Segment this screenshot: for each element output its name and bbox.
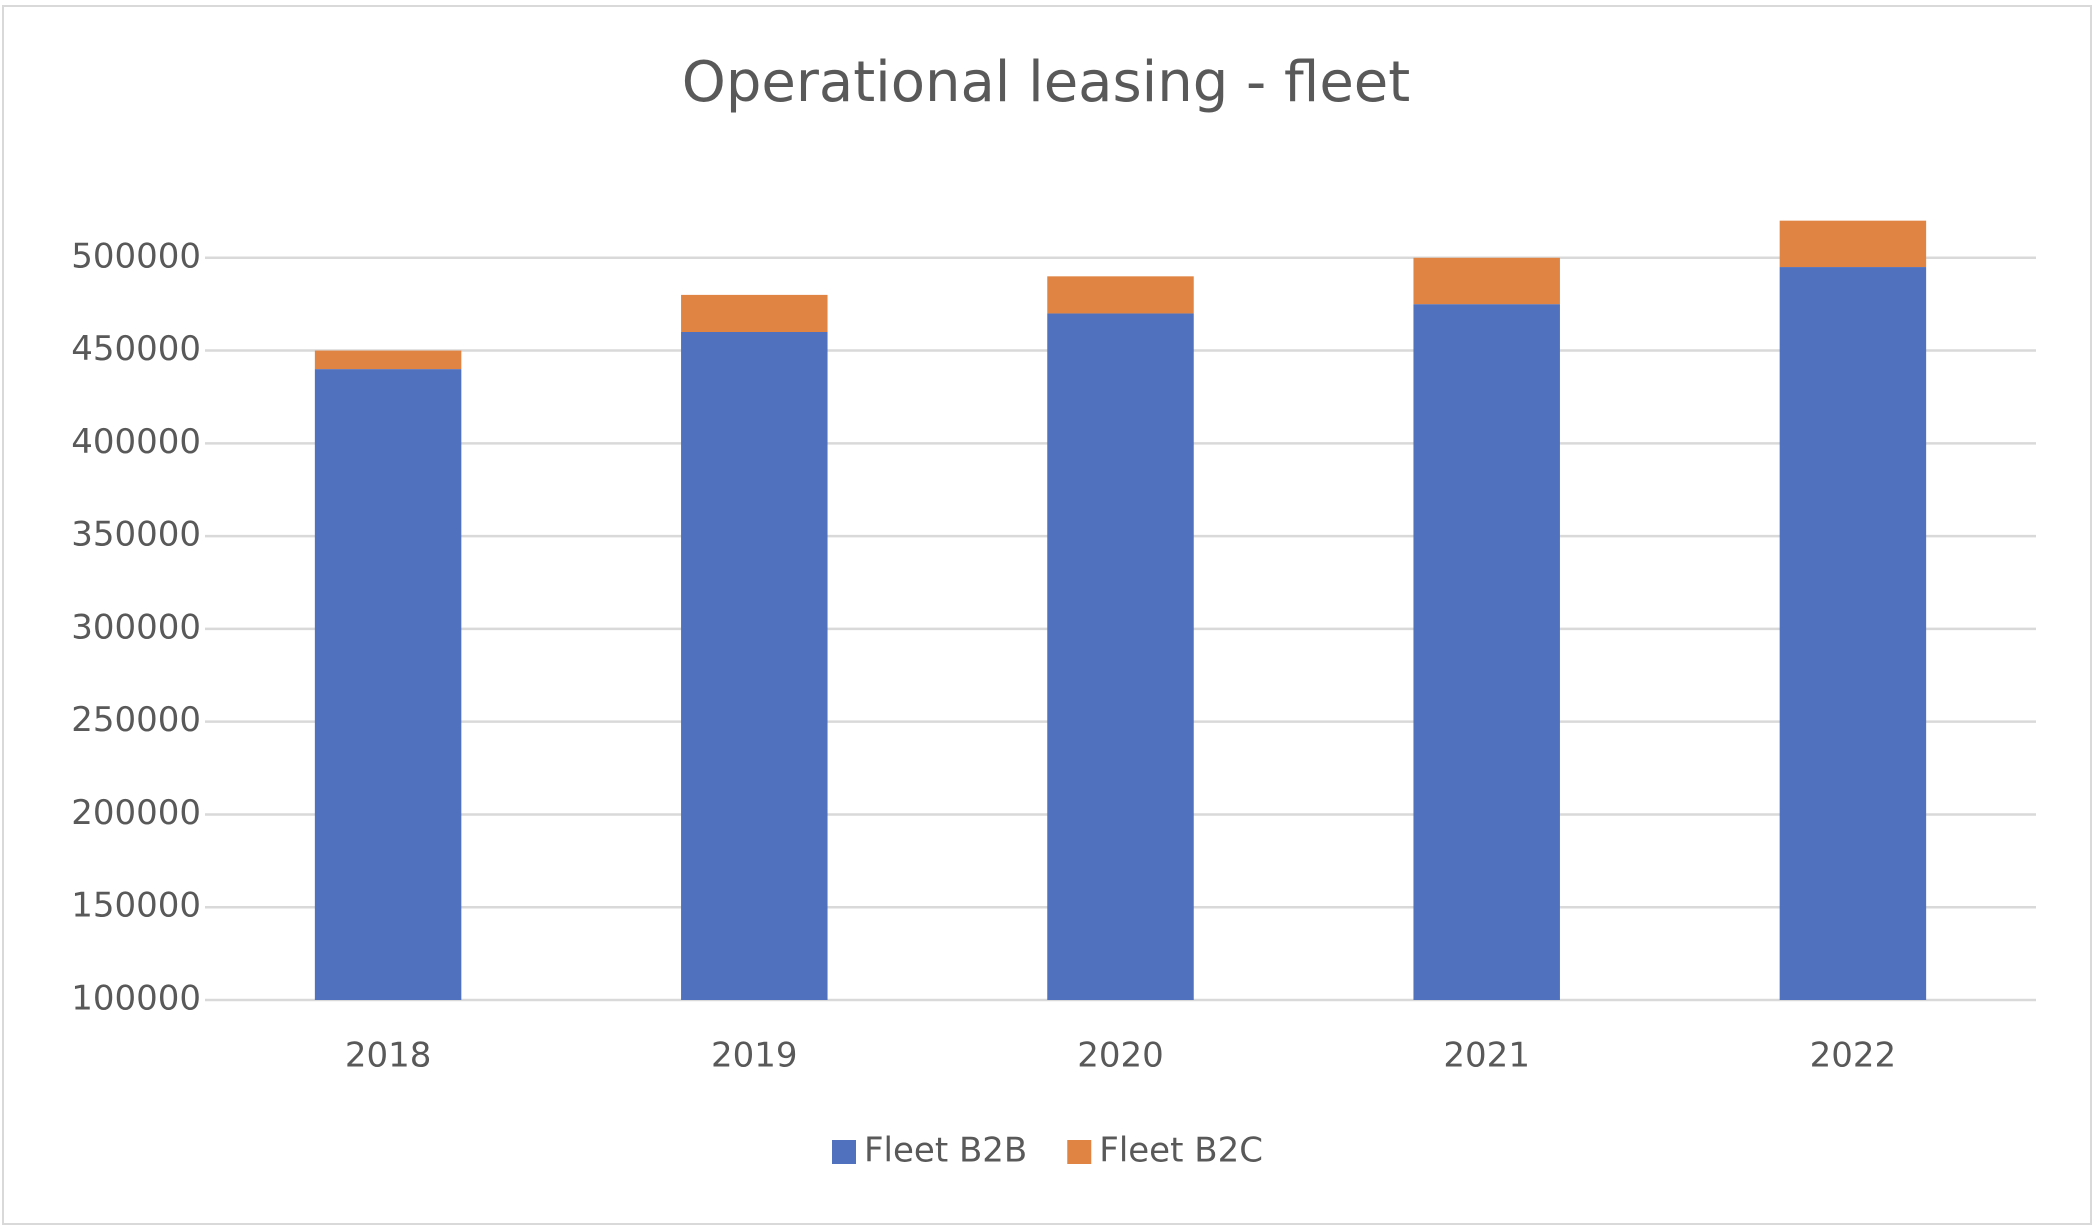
bar-segment xyxy=(681,332,828,1000)
y-tick-label: 250000 xyxy=(71,700,201,740)
legend-label: Fleet B2B xyxy=(864,1131,1027,1171)
bar-segment xyxy=(1413,257,1560,305)
y-tick-label: 400000 xyxy=(71,422,201,462)
x-tick-label: 2022 xyxy=(1810,1036,1897,1076)
bar-segment xyxy=(314,350,462,370)
chart-title: Operational leasing - fleet xyxy=(682,50,1410,115)
x-tick-label: 2019 xyxy=(711,1036,798,1076)
x-tick-label: 2020 xyxy=(1077,1036,1164,1076)
y-tick-label: 100000 xyxy=(71,979,201,1019)
bar-segment xyxy=(681,294,828,332)
legend-swatch xyxy=(1067,1140,1092,1164)
y-tick-label: 350000 xyxy=(71,515,201,555)
legend-swatch xyxy=(832,1140,856,1164)
bar-segment xyxy=(1779,267,1927,1000)
legend-label: Fleet B2C xyxy=(1099,1131,1263,1171)
x-tick-label: 2021 xyxy=(1443,1036,1530,1076)
y-tick-label: 500000 xyxy=(71,236,201,276)
y-tick-label: 200000 xyxy=(71,793,201,833)
y-tick-label: 300000 xyxy=(71,607,201,647)
x-tick-label: 2018 xyxy=(345,1036,432,1076)
bar-segment xyxy=(1047,276,1194,314)
bar-segment xyxy=(1413,304,1560,1001)
bar-segment xyxy=(314,369,462,1001)
y-tick-label: 450000 xyxy=(71,329,201,369)
y-tick-label: 150000 xyxy=(71,886,201,926)
bar-segment xyxy=(1047,313,1194,1000)
bar-segment xyxy=(1779,220,1927,268)
